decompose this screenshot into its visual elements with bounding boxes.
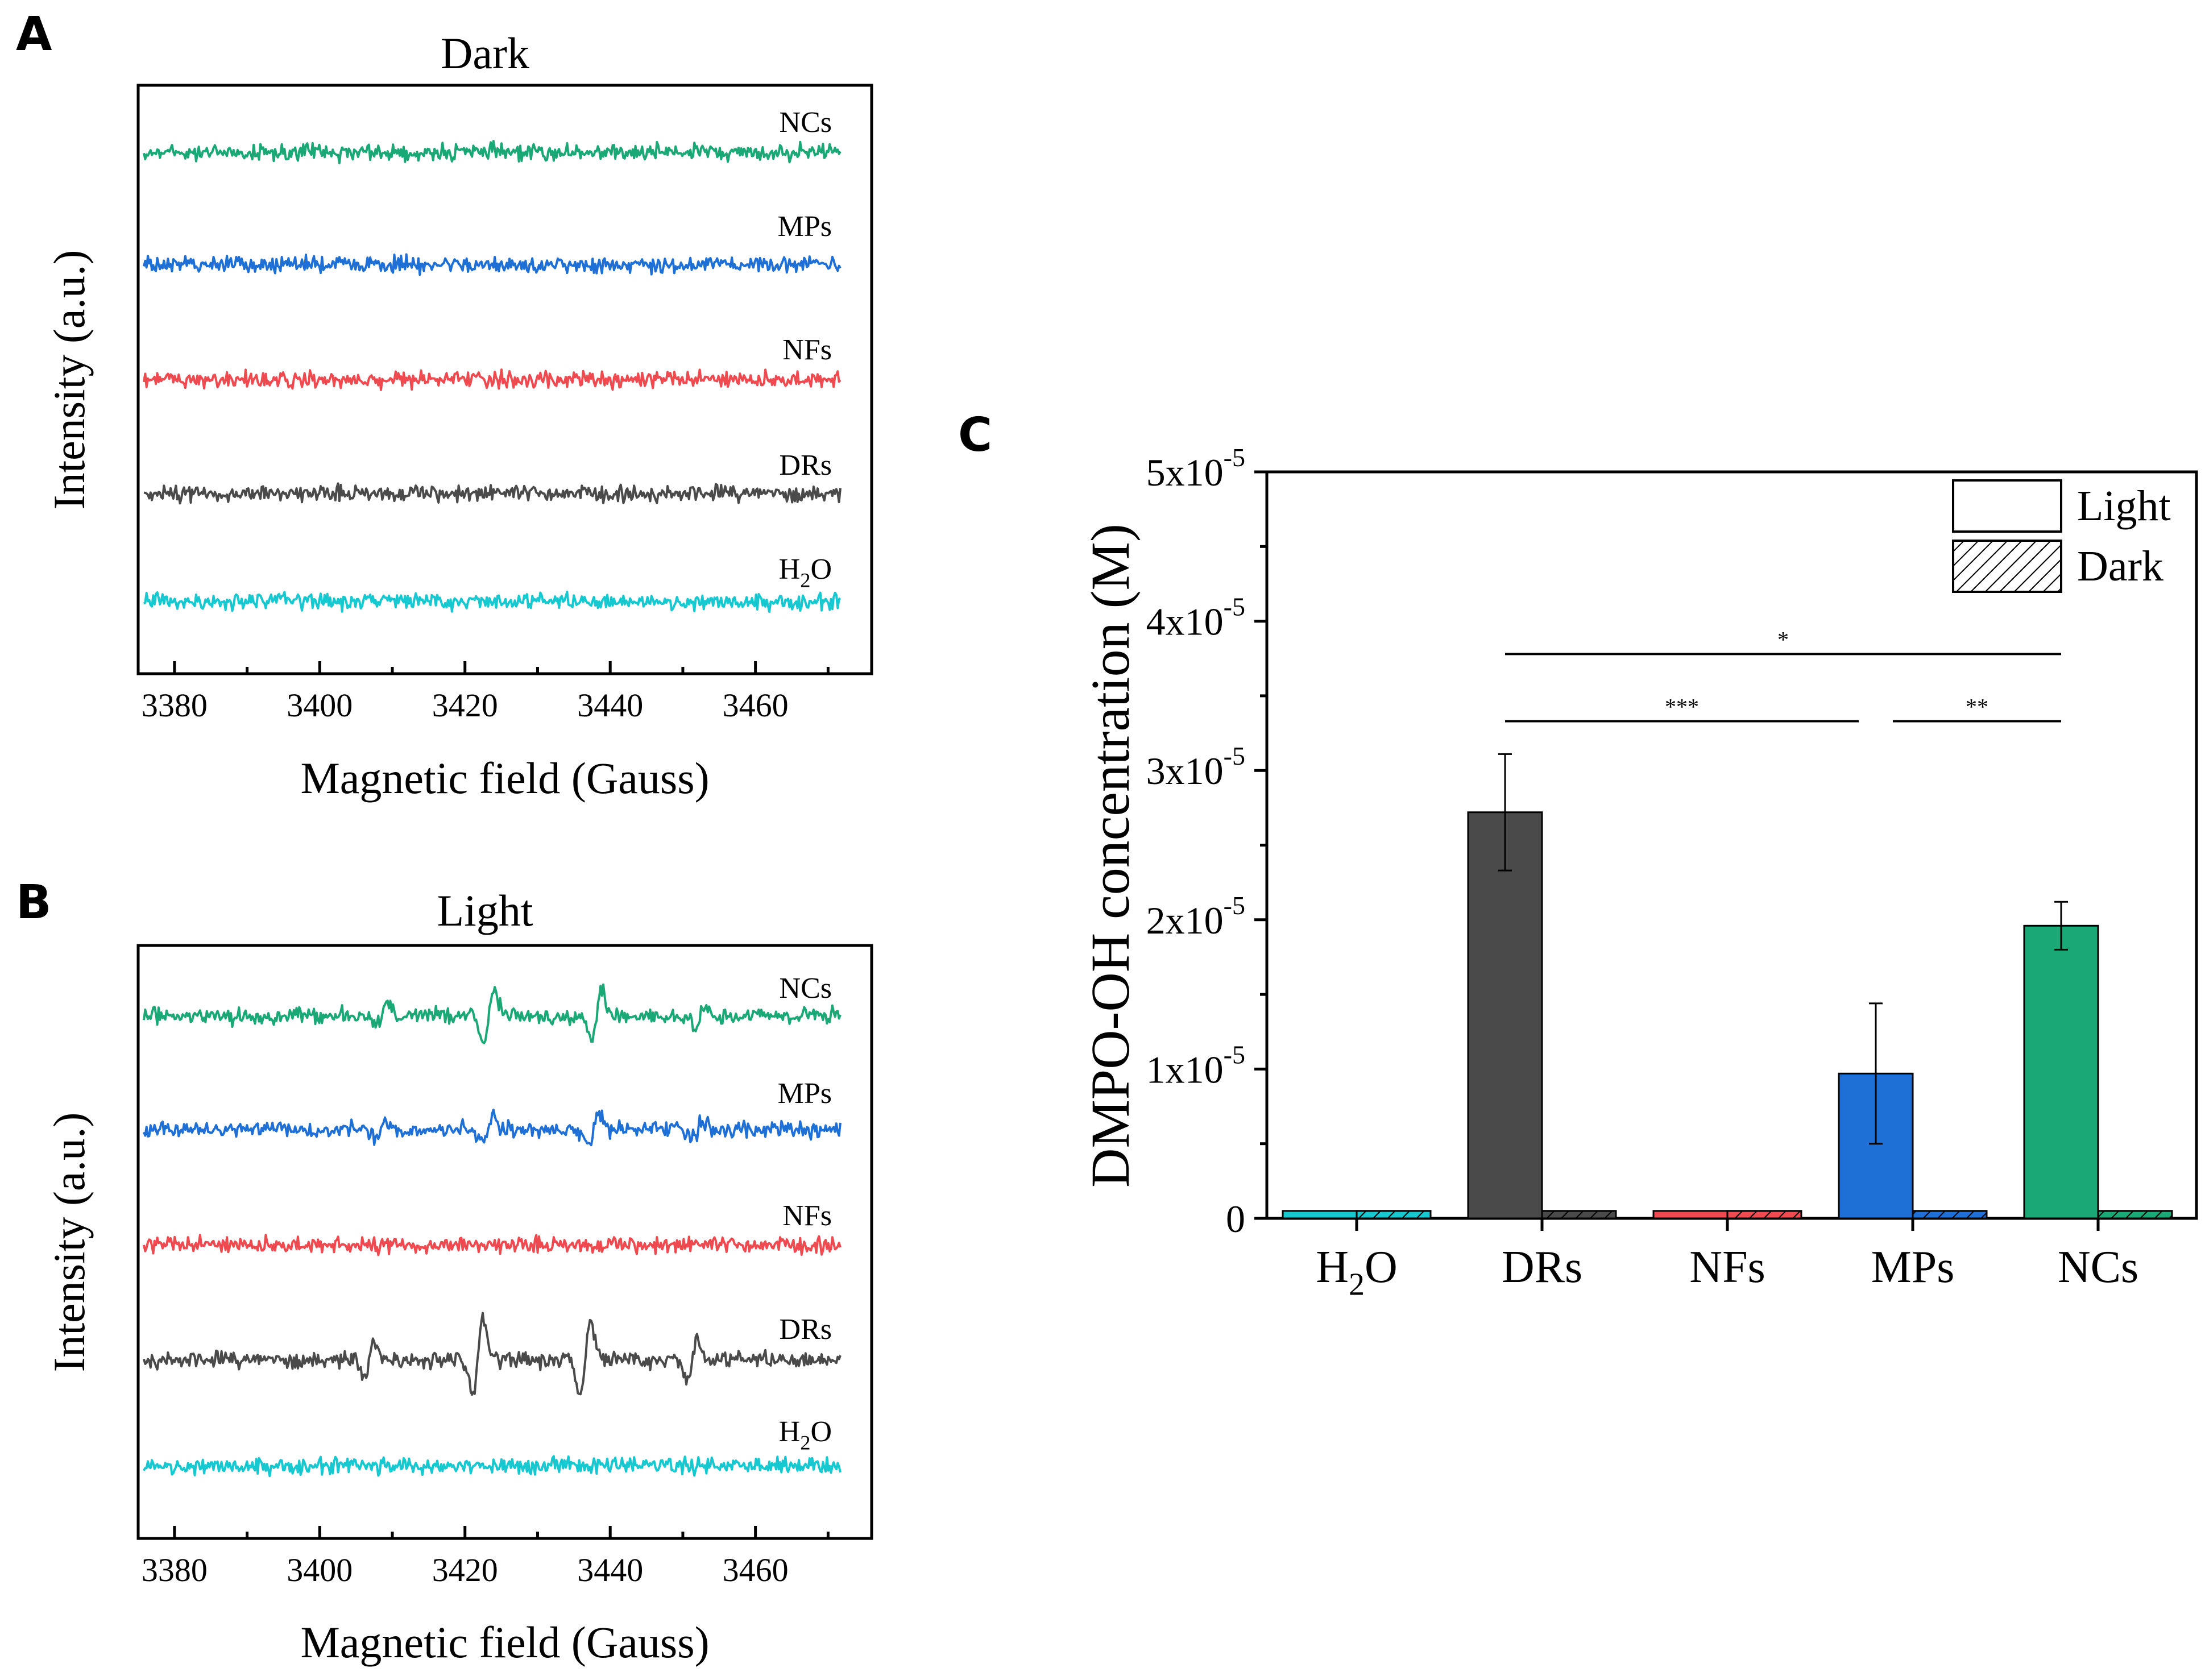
panel-letter-c: C bbox=[958, 408, 992, 462]
bar-drs-light bbox=[1467, 811, 1543, 1219]
bar-nfs-light bbox=[1652, 1210, 1729, 1219]
x-label-ncs: NCs bbox=[2058, 1242, 2138, 1292]
x-label-h2o: H2O bbox=[1316, 1242, 1398, 1302]
panel-a-x-tick-label: 3400 bbox=[287, 687, 353, 724]
panel-b-x-tick-label: 3440 bbox=[577, 1552, 643, 1588]
panel-b-label-drs: DRs bbox=[780, 1313, 832, 1346]
panel-c-legend: Light Dark bbox=[1952, 479, 2171, 593]
panel-a-label-nfs: NFs bbox=[782, 334, 832, 366]
panel-b-traces: NCs MPs NFs DRs H2O bbox=[143, 972, 842, 1478]
panel-a-x-tick-label: 3460 bbox=[723, 687, 789, 724]
panel-b-trace-nfs bbox=[143, 1234, 842, 1256]
panel-a-ylabel: Intensity (a.u.) bbox=[44, 250, 94, 509]
panel-a-x-ticks: 3380 3400 3420 3440 3460 bbox=[142, 661, 830, 724]
bar-hatch-ncs bbox=[2097, 1210, 2173, 1219]
panel-b-x-ticks: 3380 3400 3420 3440 3460 bbox=[142, 1526, 830, 1588]
panel-b-light-epr: Light NCs MPs NFs DRs H2O 3380 3400 3420 3440 34… bbox=[44, 886, 873, 1667]
panel-b-x-tick-label: 3460 bbox=[723, 1552, 789, 1588]
panel-c-y-ticks: 0 1x10-5 2x10-5 3x10-5 4x10-5 5x10-5 bbox=[1146, 443, 1267, 1241]
panel-c-y-tick-label: 1x10-5 bbox=[1146, 1040, 1245, 1091]
panel-a-trace-nfs bbox=[143, 368, 842, 391]
bar-hatch-h2o bbox=[1356, 1210, 1432, 1219]
panel-a-trace-ncs bbox=[143, 140, 842, 164]
panel-c-y-tick-label: 0 bbox=[1226, 1197, 1245, 1241]
panel-b-x-tick-label: 3420 bbox=[432, 1552, 498, 1588]
significance-label: * bbox=[1777, 627, 1789, 652]
panel-a-x-tick-label: 3440 bbox=[577, 687, 643, 724]
bar-hatch-mps bbox=[1912, 1210, 1988, 1219]
panel-b-label-nfs: NFs bbox=[782, 1200, 832, 1232]
panel-b-trace-h2o bbox=[143, 1455, 842, 1478]
legend-swatch-dark bbox=[1952, 540, 2062, 593]
panel-a-title: Dark bbox=[441, 28, 529, 78]
panel-a-label-drs: DRs bbox=[780, 449, 832, 482]
panel-c-ylabel: DMPO-OH concentration (M) bbox=[1080, 524, 1141, 1188]
panel-a-label-ncs: NCs bbox=[780, 106, 832, 139]
x-label-drs: DRs bbox=[1502, 1242, 1582, 1292]
panel-b-label-mps: MPs bbox=[778, 1077, 832, 1110]
legend-swatch-light bbox=[1952, 479, 2062, 533]
panel-a-label-mps: MPs bbox=[778, 210, 832, 243]
panel-c-bar-chart: 0 1x10-5 2x10-5 3x10-5 4x10-5 5x10-5 H2O DRs NF… bbox=[1080, 443, 2198, 1302]
bar-ncs-light bbox=[2023, 924, 2099, 1219]
bar-h2o-light bbox=[1282, 1210, 1358, 1219]
panel-a-trace-h2o bbox=[143, 590, 842, 613]
panel-b-title: Light bbox=[437, 886, 533, 935]
panel-b-xlabel: Magnetic field (Gauss) bbox=[300, 1617, 709, 1667]
panel-c-x-labels: H2O DRs NFs MPs NCs bbox=[1316, 1218, 2138, 1302]
panel-a-xlabel: Magnetic field (Gauss) bbox=[300, 753, 709, 803]
panel-b-trace-ncs bbox=[143, 983, 842, 1044]
panel-a-label-h2o: H2O bbox=[779, 553, 832, 592]
panel-a-frame bbox=[136, 84, 873, 675]
panel-letter-a: A bbox=[16, 7, 52, 61]
panel-a-traces: NCs MPs NFs DRs H2O bbox=[143, 106, 842, 613]
panel-c-significance: **** ** bbox=[1505, 627, 2061, 723]
panel-c-y-tick-label: 3x10-5 bbox=[1146, 741, 1245, 793]
panel-b-frame bbox=[136, 944, 873, 1540]
panel-a-x-tick-label: 3380 bbox=[142, 687, 208, 724]
panel-letter-b: B bbox=[16, 876, 52, 930]
panel-b-label-h2o: H2O bbox=[779, 1416, 832, 1454]
panel-b-label-ncs: NCs bbox=[780, 972, 832, 1005]
bar-hatch-drs bbox=[1541, 1210, 1617, 1219]
panel-b-trace-mps bbox=[143, 1109, 842, 1147]
x-label-nfs: NFs bbox=[1689, 1242, 1765, 1292]
legend-label-dark: Dark bbox=[2077, 542, 2163, 590]
legend-label-light: Light bbox=[2077, 482, 2171, 530]
panel-a-dark-epr: Dark NCs MPs NFs DRs H2O 3380 3400 3420 3440 346… bbox=[44, 28, 873, 803]
significance-label: *** bbox=[1665, 694, 1699, 720]
x-label-mps: MPs bbox=[1871, 1242, 1955, 1292]
panel-c-y-tick-label: 4x10-5 bbox=[1146, 592, 1245, 644]
panel-c-bars bbox=[1282, 753, 2173, 1219]
panel-b-x-tick-label: 3400 bbox=[287, 1552, 353, 1588]
panel-a-trace-mps bbox=[143, 253, 842, 276]
panel-b-trace-drs bbox=[143, 1312, 842, 1396]
panel-c-y-tick-label: 5x10-5 bbox=[1146, 443, 1245, 494]
significance-label: ** bbox=[1966, 694, 1988, 720]
panel-a-trace-drs bbox=[143, 482, 842, 505]
panel-b-x-tick-label: 3380 bbox=[142, 1552, 208, 1588]
panel-c-y-tick-label: 2x10-5 bbox=[1146, 891, 1245, 942]
panel-b-ylabel: Intensity (a.u.) bbox=[44, 1112, 94, 1372]
panel-a-x-tick-label: 3420 bbox=[432, 687, 498, 724]
bar-hatch-nfs bbox=[1726, 1210, 1802, 1219]
